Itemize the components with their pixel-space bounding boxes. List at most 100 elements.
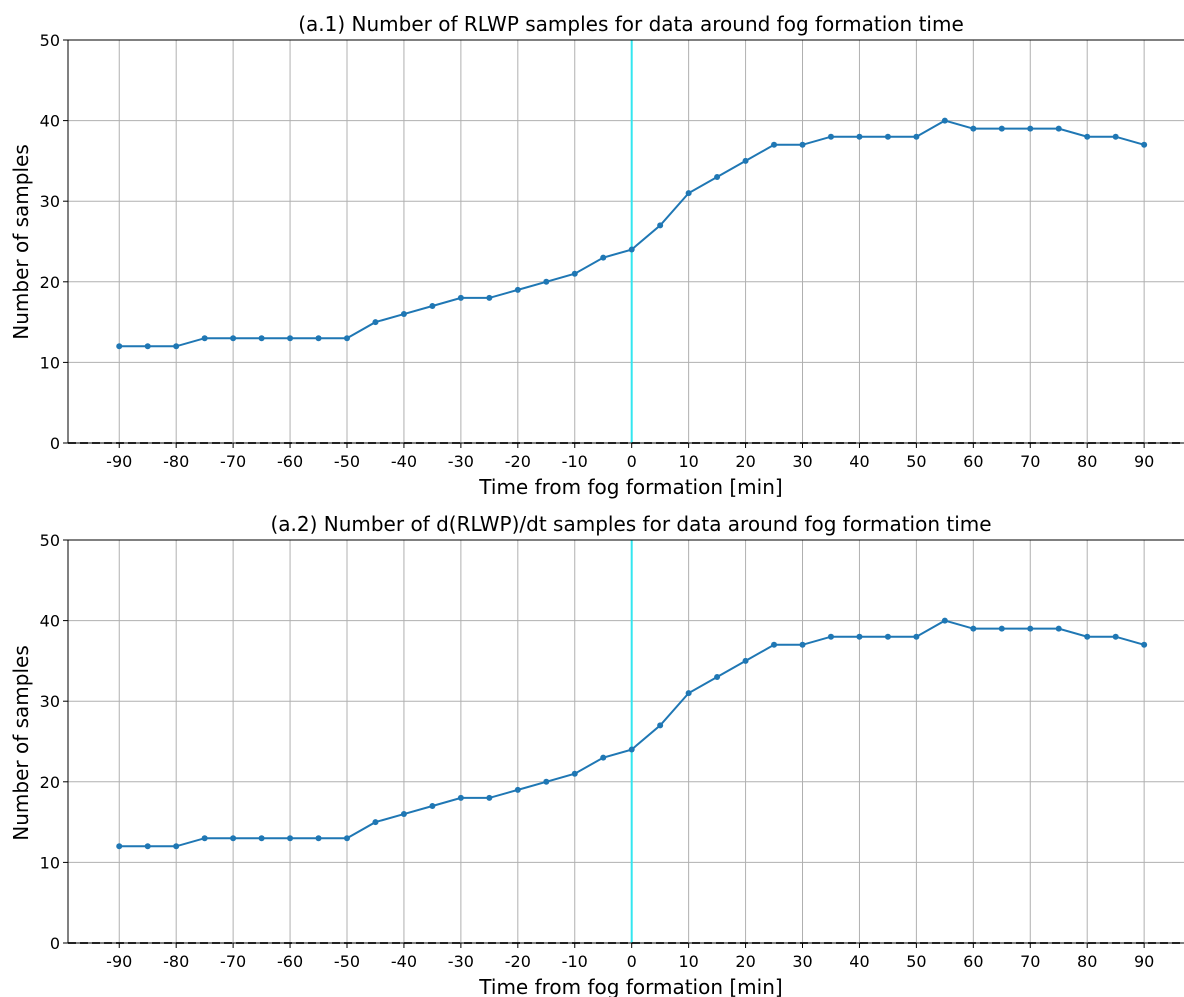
x-tick-label: 40 [849,952,869,971]
x-tick-label: -70 [220,452,246,471]
data-point [258,335,265,342]
y-tick-label: 10 [40,853,60,872]
data-point [144,843,151,850]
data-point [827,133,834,140]
y-tick-label: 40 [40,612,60,631]
y-tick-label: 0 [50,934,60,953]
x-tick-label: 0 [627,452,637,471]
data-point [970,625,977,632]
x-tick-label: -60 [277,952,303,971]
data-point [486,794,493,801]
data-point [287,335,294,342]
y-tick-label: 50 [40,31,60,50]
x-tick-label: 60 [963,952,983,971]
x-tick-label: -20 [505,452,531,471]
data-point [571,770,578,777]
data-point [941,117,948,124]
x-tick-label: 60 [963,452,983,471]
data-point [457,794,464,801]
data-point [116,343,123,350]
x-tick-label: -80 [163,452,189,471]
data-point [315,835,322,842]
data-point [1112,133,1119,140]
x-tick-label: 50 [906,952,926,971]
data-point [827,633,834,640]
x-tick-label: -30 [448,452,474,471]
data-point [116,843,123,850]
data-point [1141,141,1148,148]
x-tick-label: 90 [1134,452,1154,471]
chart-title: (a.2) Number of d(RLWP)/dt samples for d… [270,512,991,536]
data-point [144,343,151,350]
data-point [173,843,180,850]
data-point [628,746,635,753]
x-tick-label: -60 [277,452,303,471]
data-point [457,294,464,301]
data-point [742,157,749,164]
data-point [514,786,521,793]
data-point [941,617,948,624]
data-point [230,835,237,842]
y-tick-label: 50 [40,531,60,550]
data-point [514,286,521,293]
x-tick-label: -10 [562,452,588,471]
x-tick-label: 90 [1134,952,1154,971]
data-point [600,254,607,261]
y-tick-label: 20 [40,273,60,292]
y-tick-label: 40 [40,112,60,131]
data-point [600,754,607,761]
x-axis-label: Time from fog formation [min] [478,475,782,499]
chart-title: (a.1) Number of RLWP samples for data ar… [298,12,964,36]
x-tick-label: -50 [334,452,360,471]
data-point [1141,641,1148,648]
y-tick-label: 10 [40,353,60,372]
data-point [543,278,550,285]
y-tick-label: 0 [50,434,60,453]
data-point [287,835,294,842]
x-tick-label: -40 [391,452,417,471]
x-tick-label: 80 [1077,952,1097,971]
data-point [315,335,322,342]
x-tick-label: -80 [163,952,189,971]
x-tick-label: 30 [792,952,812,971]
x-tick-label: -50 [334,952,360,971]
data-point [344,335,350,342]
data-point [372,319,379,326]
data-point [258,835,265,842]
x-tick-label: 70 [1020,952,1040,971]
data-point [856,133,863,140]
chart-panel-a1: (a.1) Number of RLWP samples for data ar… [9,12,1184,499]
data-point [799,641,806,648]
data-point [1084,633,1091,640]
data-point [1055,125,1062,132]
data-point [400,811,407,818]
x-tick-label: 20 [735,452,755,471]
data-point [1112,633,1119,640]
data-point [400,311,407,318]
y-axis-label: Number of samples [9,144,33,339]
data-point [230,335,237,342]
data-point [799,141,806,148]
data-point [913,133,920,140]
data-point [628,246,635,253]
y-tick-label: 30 [40,192,60,211]
data-point [884,133,891,140]
x-tick-label: 70 [1020,452,1040,471]
x-tick-label: 0 [627,952,637,971]
data-point [771,641,778,648]
data-point [201,835,208,842]
x-tick-label: 40 [849,452,869,471]
x-axis-label: Time from fog formation [min] [478,975,782,997]
x-tick-label: 20 [735,952,755,971]
chart-panel-a2: (a.2) Number of d(RLWP)/dt samples for d… [9,512,1184,997]
data-point [1055,625,1062,632]
data-point [344,835,350,842]
data-point [543,778,550,785]
data-point [1027,125,1034,132]
x-tick-label: 30 [792,452,812,471]
data-point [742,657,749,664]
x-tick-label: -20 [505,952,531,971]
x-tick-label: -70 [220,952,246,971]
x-tick-label: 10 [678,452,698,471]
